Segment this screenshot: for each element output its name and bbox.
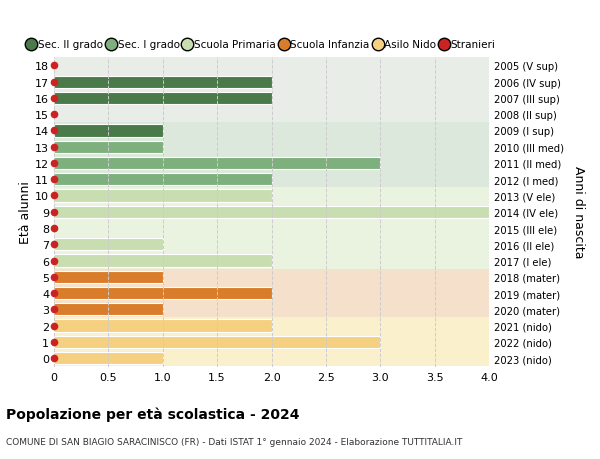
Bar (54, 190, 271, 202)
Bar (54, 350, 489, 366)
Bar (54, 77, 271, 89)
Bar (54, 237, 489, 253)
Bar (54, 58, 489, 74)
Bar (54, 172, 489, 188)
Bar (54, 90, 489, 107)
Bar (54, 93, 271, 105)
Bar (54, 174, 271, 186)
Bar (54, 334, 489, 350)
Bar (54, 188, 489, 204)
Bar (54, 303, 163, 316)
Bar (54, 336, 380, 348)
Y-axis label: Età alunni: Età alunni (19, 181, 32, 244)
Text: COMUNE DI SAN BIAGIO SARACINISCO (FR) - Dati ISTAT 1° gennaio 2024 - Elaborazion: COMUNE DI SAN BIAGIO SARACINISCO (FR) - … (6, 437, 463, 446)
Bar (54, 123, 489, 139)
Text: Popolazione per età scolastica - 2024: Popolazione per età scolastica - 2024 (6, 406, 299, 421)
Bar (54, 125, 163, 137)
Bar (54, 206, 489, 218)
Bar (54, 107, 489, 123)
Bar (54, 139, 489, 156)
Bar (54, 287, 271, 299)
Bar (54, 239, 163, 251)
Bar (54, 204, 489, 220)
Bar (54, 156, 489, 172)
Legend: Sec. II grado, Sec. I grado, Scuola Primaria, Scuola Infanzia, Asilo Nido, Stran: Sec. II grado, Sec. I grado, Scuola Prim… (25, 36, 500, 55)
Bar (54, 157, 380, 170)
Bar (54, 302, 489, 318)
Bar (54, 285, 489, 302)
Bar (54, 352, 163, 364)
Bar (54, 220, 489, 237)
Bar (54, 318, 489, 334)
Bar (54, 253, 489, 269)
Bar (54, 271, 163, 283)
Bar (54, 320, 271, 332)
Y-axis label: Anni di nascita: Anni di nascita (572, 166, 585, 258)
Bar (54, 269, 489, 285)
Bar (54, 255, 271, 267)
Bar (54, 141, 163, 153)
Bar (54, 74, 489, 90)
